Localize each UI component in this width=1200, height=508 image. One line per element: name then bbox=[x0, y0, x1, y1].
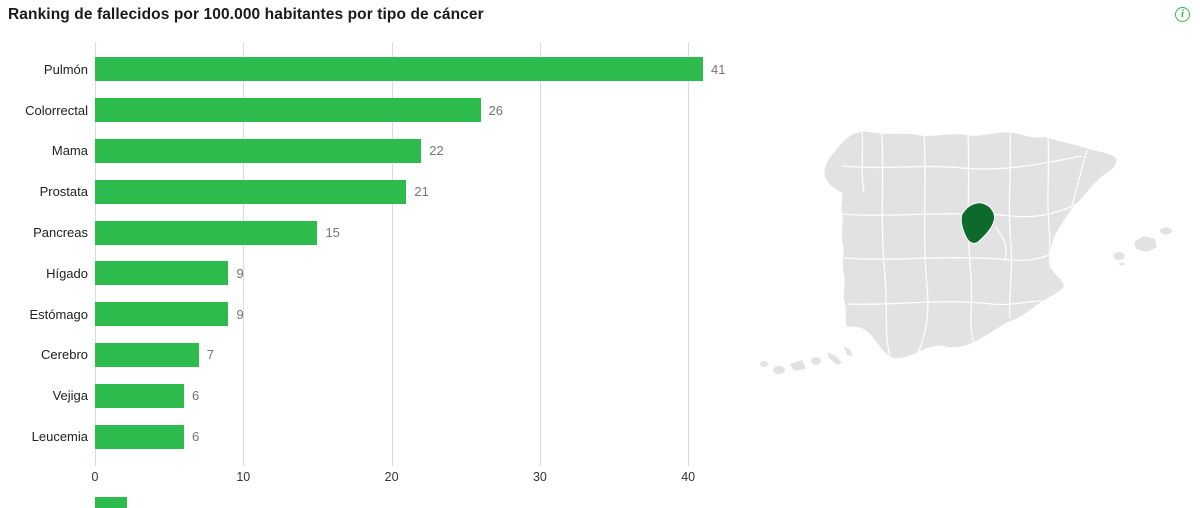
category-label: Pulmón bbox=[43, 61, 88, 77]
bar-row: Leucemia 6 bbox=[8, 416, 748, 457]
province-borders bbox=[839, 131, 1088, 357]
category-label: Colorrectal bbox=[25, 102, 88, 118]
info-icon[interactable]: i bbox=[1175, 7, 1190, 22]
x-tick-label: 30 bbox=[532, 470, 547, 484]
bar[interactable] bbox=[95, 179, 407, 204]
cropped-next-bar bbox=[95, 497, 127, 508]
bar[interactable] bbox=[95, 98, 481, 123]
bar[interactable] bbox=[95, 57, 704, 82]
page-title: Ranking de fallecidos por 100.000 habita… bbox=[8, 6, 484, 23]
gridline bbox=[95, 42, 96, 466]
value-label: 6 bbox=[191, 429, 200, 445]
bar-row: Prostata 21 bbox=[8, 171, 748, 212]
category-label: Pancreas bbox=[33, 225, 88, 241]
bar-row: Pulmón 41 bbox=[8, 49, 748, 90]
x-tick-label: 40 bbox=[681, 470, 696, 484]
x-tick-label: 10 bbox=[236, 470, 251, 484]
bar-chart: Pulmón 41 Colorrectal 26 Mama 22 Prostata 21 Pan… bbox=[8, 42, 748, 492]
bar-row: Vejiga 6 bbox=[8, 375, 748, 416]
x-tick-label: 0 bbox=[91, 470, 99, 484]
value-label: 15 bbox=[325, 225, 340, 241]
gridline bbox=[391, 42, 393, 466]
chart-rows: Pulmón 41 Colorrectal 26 Mama 22 Prostata 21 Pan… bbox=[8, 49, 748, 457]
x-tick-label: 20 bbox=[384, 470, 399, 484]
category-label: Cerebro bbox=[41, 347, 88, 363]
bar[interactable] bbox=[95, 138, 422, 163]
spain-map bbox=[752, 106, 1186, 392]
bar-row: Colorrectal 26 bbox=[8, 90, 748, 131]
spain-mainland bbox=[824, 131, 1117, 359]
value-label: 7 bbox=[206, 347, 215, 363]
value-label: 9 bbox=[236, 265, 244, 281]
value-label: 9 bbox=[236, 306, 244, 322]
value-label: 22 bbox=[429, 143, 444, 159]
canary-islands bbox=[760, 346, 853, 374]
category-label: Mama bbox=[51, 143, 88, 159]
category-label: Hígado bbox=[46, 265, 88, 281]
value-label: 6 bbox=[191, 388, 200, 404]
bar[interactable] bbox=[95, 261, 229, 286]
gridline bbox=[688, 42, 690, 466]
bar-row: Hígado 9 bbox=[8, 253, 748, 294]
category-label: Prostata bbox=[39, 184, 88, 200]
bar-row: Cerebro 7 bbox=[8, 335, 748, 376]
bar[interactable] bbox=[95, 302, 229, 327]
chart-gridlines bbox=[95, 42, 720, 466]
category-label: Vejiga bbox=[52, 388, 88, 404]
bar-row: Estómago 9 bbox=[8, 294, 748, 335]
value-label: 26 bbox=[488, 102, 504, 118]
gridline bbox=[243, 42, 245, 466]
value-label: 41 bbox=[711, 61, 726, 77]
bar[interactable] bbox=[95, 220, 318, 245]
bar[interactable] bbox=[95, 424, 184, 449]
category-label: Leucemia bbox=[31, 429, 88, 445]
bar-row: Mama 22 bbox=[8, 131, 748, 172]
bar-row: Pancreas 15 bbox=[8, 212, 748, 253]
bar[interactable] bbox=[95, 383, 184, 408]
bar[interactable] bbox=[95, 342, 199, 367]
category-label: Estómago bbox=[29, 306, 88, 322]
value-label: 21 bbox=[414, 184, 429, 200]
gridline bbox=[539, 42, 541, 466]
spain-map-svg bbox=[760, 131, 1172, 374]
balearic-islands bbox=[1113, 227, 1172, 266]
region-madrid[interactable] bbox=[960, 202, 995, 244]
